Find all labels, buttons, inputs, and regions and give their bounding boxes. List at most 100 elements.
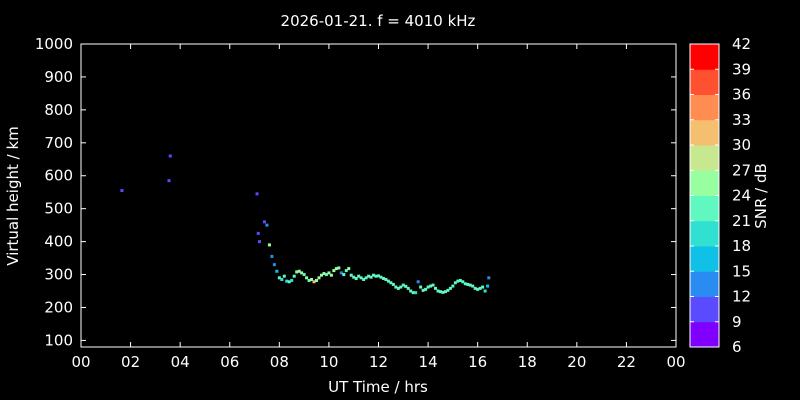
x-tick-label: 22 <box>617 353 636 371</box>
plot-area <box>80 43 677 348</box>
data-point <box>319 273 323 277</box>
data-point <box>446 288 450 292</box>
data-point <box>414 291 418 295</box>
x-tick-label: 14 <box>419 353 438 371</box>
x-tick-label: 16 <box>468 353 487 371</box>
x-axis-label: UT Time / hrs <box>328 378 428 396</box>
data-point <box>426 285 430 289</box>
data-point <box>280 277 284 281</box>
colorbar-segment <box>690 94 719 121</box>
data-point <box>458 278 462 282</box>
data-point <box>481 285 485 289</box>
data-point <box>329 273 333 277</box>
data-point <box>297 269 301 273</box>
data-point <box>486 284 490 288</box>
colorbar-tick-label: 39 <box>732 60 751 78</box>
y-tick-label: 800 <box>44 101 73 119</box>
data-point <box>421 288 425 292</box>
data-point <box>487 276 491 280</box>
data-point <box>270 254 274 258</box>
data-point <box>362 277 366 281</box>
data-point <box>438 290 442 294</box>
data-point <box>334 267 338 271</box>
data-point <box>265 223 269 227</box>
data-point <box>476 287 480 291</box>
y-tick-label: 100 <box>44 331 73 349</box>
y-axis: 100 200 300 400 500 600 700 800 900 1000 <box>35 35 676 349</box>
data-point <box>315 278 319 282</box>
data-point <box>401 283 405 287</box>
data-point <box>453 281 457 285</box>
data-point <box>256 231 260 235</box>
data-point <box>377 274 380 278</box>
data-point <box>441 290 445 294</box>
data-point <box>411 291 415 295</box>
data-point <box>448 286 452 290</box>
colorbar-tick-label: 18 <box>732 237 751 255</box>
x-tick-label: 10 <box>319 353 338 371</box>
data-point <box>285 279 289 283</box>
data-point <box>120 189 124 193</box>
data-point <box>307 278 311 282</box>
data-point <box>258 240 261 244</box>
data-point <box>312 280 316 284</box>
data-points <box>120 154 491 295</box>
colorbar-tick-label: 21 <box>732 212 751 230</box>
data-point <box>282 274 286 278</box>
data-point <box>342 273 346 277</box>
data-point <box>434 286 438 290</box>
data-point <box>389 281 393 285</box>
x-tick-label: 00 <box>71 353 90 371</box>
data-point <box>456 279 460 283</box>
y-tick-label: 500 <box>44 200 73 218</box>
data-point <box>310 277 314 281</box>
colorbar-tick-label: 9 <box>732 313 742 331</box>
data-point <box>468 283 472 287</box>
data-point <box>262 220 266 224</box>
y-tick-label: 600 <box>44 167 73 185</box>
data-point <box>367 274 371 278</box>
data-point <box>471 284 475 288</box>
colorbar-segment <box>690 145 719 171</box>
colorbar-ticks: 6 9 12 15 18 21 24 27 30 33 36 39 42 <box>690 35 751 356</box>
data-point <box>416 280 420 284</box>
data-point <box>344 269 348 273</box>
data-point <box>386 279 390 283</box>
y-axis-label: Virtual height / km <box>4 126 22 265</box>
colorbar-tick-label: 15 <box>732 262 751 280</box>
data-point <box>473 286 477 290</box>
data-point <box>302 273 306 277</box>
colorbar-segment <box>690 44 719 70</box>
colorbar-label: SNR / dB <box>752 163 770 229</box>
y-tick-label: 300 <box>44 266 73 284</box>
data-point <box>305 276 309 280</box>
colorbar-tick-label: 30 <box>732 136 751 154</box>
y-tick-label: 200 <box>44 298 73 316</box>
colorbar-segment <box>690 195 719 222</box>
x-tick-label: 00 <box>666 353 685 371</box>
data-point <box>374 274 378 278</box>
data-point <box>424 287 428 291</box>
colorbar-segment <box>690 271 719 297</box>
colorbar-tick-label: 12 <box>732 288 751 306</box>
data-point <box>461 280 465 284</box>
data-point <box>327 271 331 275</box>
colorbar-tick-label: 27 <box>732 161 751 179</box>
x-tick-label: 08 <box>270 353 289 371</box>
data-point <box>483 289 487 293</box>
data-point <box>352 275 356 279</box>
data-point <box>339 271 343 275</box>
data-point <box>409 289 413 293</box>
colorbar-tick-label: 24 <box>732 187 751 205</box>
colorbar-segment <box>690 170 719 196</box>
data-point <box>399 285 403 289</box>
data-point <box>443 290 447 294</box>
x-tick-label: 20 <box>567 353 586 371</box>
x-tick-label: 06 <box>220 353 239 371</box>
data-point <box>431 283 435 287</box>
x-tick-label: 18 <box>518 353 537 371</box>
colorbar-segment <box>690 321 719 348</box>
colorbar-segment <box>690 246 719 272</box>
y-tick-label: 400 <box>44 233 73 251</box>
